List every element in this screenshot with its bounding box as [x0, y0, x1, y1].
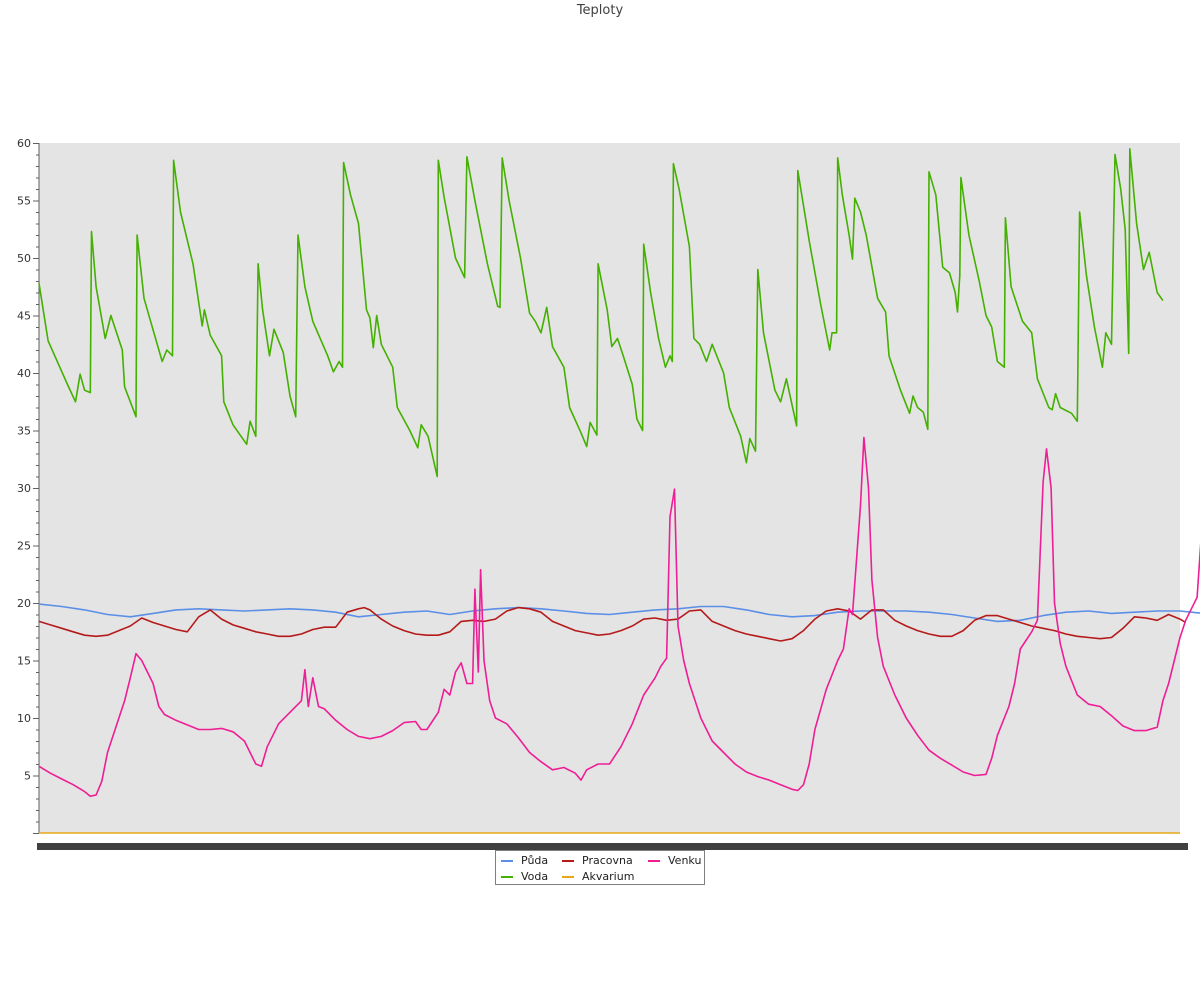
series-layer [38, 148, 1200, 834]
plot-area [39, 143, 1180, 833]
x-axis-tick-band [37, 843, 1188, 850]
series-line-venku [38, 436, 1200, 798]
x-axis [37, 843, 1188, 850]
legend: Půda Voda Pracovna Akvarium Venku [495, 850, 705, 885]
series-line-pracovna [38, 606, 1187, 642]
y-axis: 5 10 15 20 25 30 35 40 45 50 55 60 [17, 137, 40, 834]
y-tick-label: 15 [17, 655, 31, 668]
y-tick-label: 35 [17, 425, 31, 438]
y-tick-label: 25 [17, 540, 31, 553]
chart-title: Teploty [576, 3, 624, 18]
y-tick-label: 55 [17, 195, 31, 208]
legend-swatch-pracovna [562, 860, 574, 862]
legend-label-voda: Voda [521, 870, 549, 883]
legend-swatch-akvarium [562, 876, 574, 878]
y-tick-label: 60 [17, 137, 31, 150]
y-tick-label: 30 [17, 482, 31, 495]
y-tick-label: 40 [17, 367, 31, 380]
legend-label-venku: Venku [668, 854, 702, 867]
legend-swatch-venku [648, 860, 660, 862]
series-line-puda [38, 603, 1200, 623]
y-tick-label: 20 [17, 597, 31, 610]
y-tick-label: 5 [24, 770, 31, 783]
legend-label-akvarium: Akvarium [582, 870, 635, 883]
legend-label-puda: Půda [521, 854, 549, 867]
legend-swatch-puda [501, 860, 513, 862]
legend-swatch-voda [501, 876, 513, 878]
y-tick-label: 50 [17, 252, 31, 265]
series-line-voda [38, 148, 1164, 478]
y-tick-label: 10 [17, 712, 31, 725]
y-tick-label: 45 [17, 310, 31, 323]
legend-label-pracovna: Pracovna [582, 854, 633, 867]
